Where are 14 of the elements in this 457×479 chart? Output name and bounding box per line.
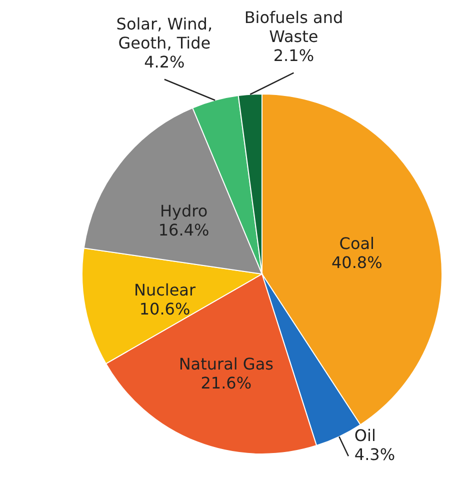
- data-label: 21.6%: [200, 373, 252, 392]
- data-label: 2.1%: [273, 46, 314, 65]
- slice-label: Hydro: [160, 201, 208, 220]
- slice-label: Solar, Wind, Geoth, Tide: [116, 14, 213, 52]
- slice-label: Oil: [354, 426, 376, 446]
- slice-label: Nuclear: [134, 280, 196, 300]
- slice-label: Coal: [339, 234, 375, 253]
- slice-label: Natural Gas: [178, 354, 274, 374]
- data-label: 4.2%: [144, 52, 185, 72]
- data-label: 10.6%: [139, 300, 190, 319]
- data-label: 4.3%: [354, 445, 396, 464]
- slice-label: Biofuels and Waste: [244, 8, 344, 46]
- data-label: 16.4%: [158, 220, 210, 240]
- data-label: 40.8%: [331, 252, 382, 272]
